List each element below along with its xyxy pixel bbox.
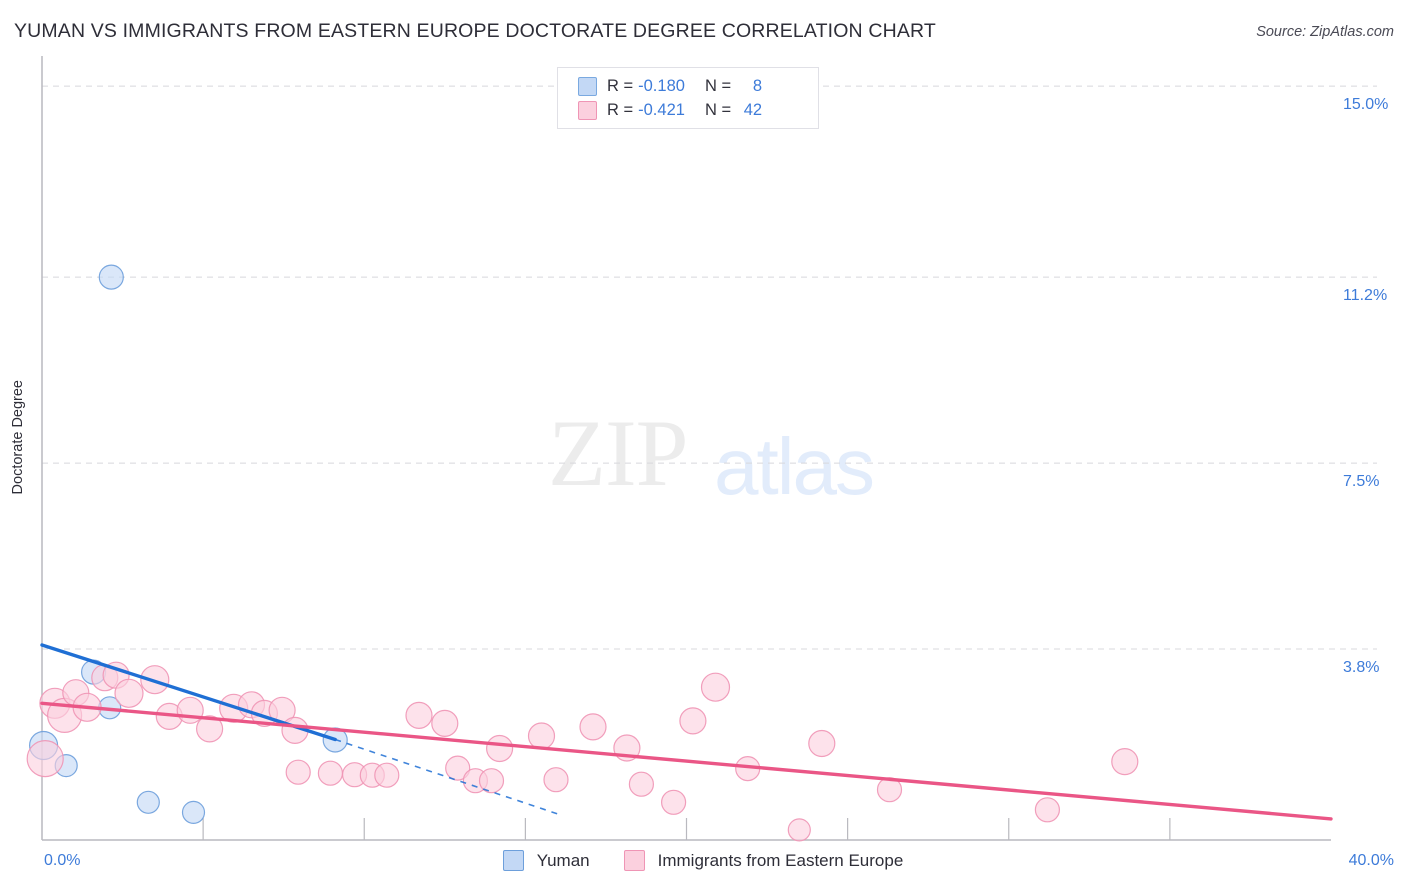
data-point <box>176 696 204 724</box>
data-point <box>679 707 707 735</box>
r-value-yuman: -0.180 <box>638 76 685 95</box>
data-point <box>660 789 687 815</box>
r-label-yuman: R = <box>607 76 634 95</box>
data-point <box>700 672 731 702</box>
data-point <box>1111 747 1139 776</box>
x-tick-label-max: 40.0% <box>1348 852 1394 869</box>
data-point <box>808 729 836 758</box>
data-point <box>26 739 64 778</box>
data-point <box>787 818 811 842</box>
data-point <box>628 771 655 797</box>
data-point <box>1034 797 1061 823</box>
legend-label-immigrants: Immigrants from Eastern Europe <box>657 850 904 870</box>
data-point <box>98 264 124 290</box>
r-label-immigrants: R = <box>607 100 634 119</box>
y-tick-label-3: 3.8% <box>1343 659 1380 677</box>
data-point <box>405 701 433 730</box>
y-tick-label-11: 11.2% <box>1343 287 1388 305</box>
n-label-immigrants: N = <box>704 100 732 119</box>
data-point <box>196 715 224 743</box>
data-point <box>181 800 206 825</box>
trend-line-extension-yuman <box>334 738 558 815</box>
data-point <box>285 759 311 785</box>
n-value-immigrants: 42 <box>743 100 763 119</box>
series-immigrants-from-eastern-europe <box>26 661 1139 842</box>
data-point <box>114 678 144 708</box>
legend-color-yuman <box>502 850 524 871</box>
series-legend: Yuman Immigrants from Eastern Europe <box>0 850 1406 871</box>
stats-row-immigrants: R = -0.421 N = 42 <box>578 98 808 122</box>
correlation-stats-legend: R = -0.180 N = 8 R = -0.421 N = 42 <box>557 67 819 129</box>
data-point <box>317 760 343 786</box>
legend-item-yuman[interactable]: Yuman <box>502 850 590 871</box>
r-value-immigrants: -0.421 <box>638 100 685 119</box>
stats-row-yuman: R = -0.180 N = 8 <box>578 74 808 98</box>
data-point <box>527 722 556 750</box>
data-point <box>579 713 607 741</box>
n-label-yuman: N = <box>704 76 732 95</box>
data-point <box>543 767 569 793</box>
x-tick-label-min: 0.0% <box>44 852 81 869</box>
data-point <box>445 755 471 781</box>
legend-swatch-yuman <box>578 76 597 96</box>
trend-line-immigrants-from-eastern-europe <box>40 701 1333 821</box>
data-point <box>431 709 459 738</box>
legend-color-immigrants <box>623 850 645 871</box>
data-point <box>478 768 505 794</box>
y-tick-label-15: 15.0% <box>1343 96 1389 114</box>
data-point <box>374 762 400 788</box>
y-tick-label-7: 7.5% <box>1343 473 1380 491</box>
legend-label-yuman: Yuman <box>536 850 590 870</box>
n-value-yuman: 8 <box>752 76 763 95</box>
page-title: YUMAN VS IMMIGRANTS FROM EASTERN EUROPE … <box>14 20 936 42</box>
source-attribution: Source: ZipAtlas.com <box>1256 24 1394 40</box>
legend-item-immigrants[interactable]: Immigrants from Eastern Europe <box>623 850 904 871</box>
data-point <box>486 734 514 763</box>
legend-swatch-immigrants <box>578 100 597 120</box>
data-point <box>136 790 160 814</box>
